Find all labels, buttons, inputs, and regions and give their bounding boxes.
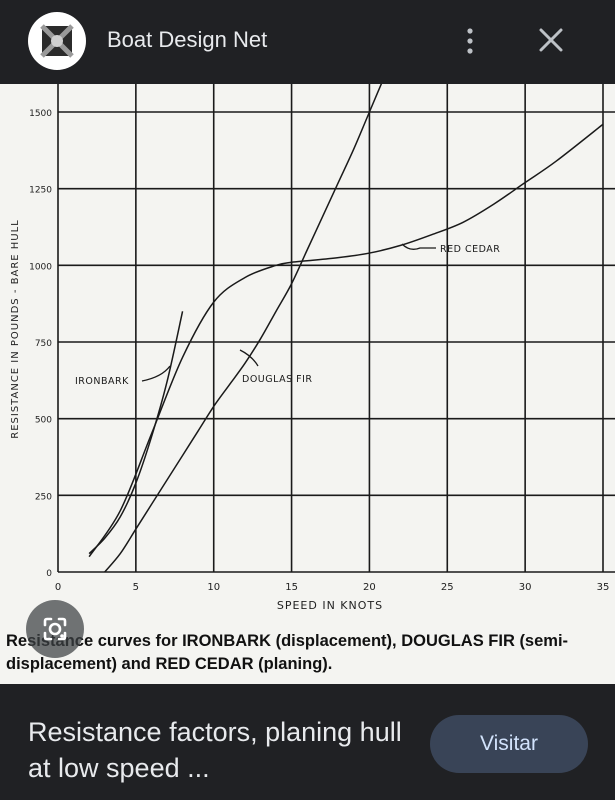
x-tick-label: 30	[519, 582, 532, 593]
label-douglas-fir-leader	[239, 349, 259, 367]
x-tick-label: 5	[133, 582, 139, 593]
label-douglas-fir: DOUGLAS FIR	[242, 374, 313, 385]
y-tick-label: 0	[46, 569, 52, 579]
label-red-cedar: RED CEDAR	[440, 244, 500, 255]
figure-caption: Resistance curves for IRONBARK (displace…	[6, 632, 569, 673]
result-footer: Resistance factors, planing hull at low …	[0, 684, 615, 800]
site-name[interactable]: Boat Design Net	[107, 27, 268, 52]
result-image[interactable]: 0 5 10 15 20 25 30 35 0 250 500 750 1000 1250 1500 SPE…	[0, 84, 615, 684]
y-tick-label: 250	[35, 492, 52, 502]
label-red-cedar-leader	[401, 243, 436, 250]
series-labels: IRONBARK DOUGLAS FIR RED CEDAR	[75, 243, 500, 387]
curve-ironbark	[88, 311, 184, 555]
curve-red-cedar	[88, 123, 604, 558]
curve-douglas-fir	[104, 84, 383, 572]
x-tick-label: 10	[207, 582, 220, 593]
site-logo-icon[interactable]	[28, 12, 86, 70]
close-icon[interactable]	[530, 22, 572, 60]
y-tick-label: 1000	[29, 262, 52, 272]
x-tick-label: 0	[55, 582, 61, 593]
y-tick-label: 1250	[29, 186, 52, 196]
x-tick-label: 25	[441, 582, 454, 593]
y-tick-label: 1500	[29, 109, 52, 119]
x-tick-label: 20	[363, 582, 376, 593]
y-axis-label: RESISTANCE IN POUNDS - BARE HULL	[10, 219, 21, 439]
x-tick-label: 35	[597, 582, 610, 593]
result-title[interactable]: Resistance factors, planing hull at low …	[28, 717, 402, 783]
label-ironbark-leader	[141, 365, 171, 382]
more-vert-icon[interactable]	[455, 22, 485, 60]
chart-ticks: 0 5 10 15 20 25 30 35 0 250 500 750 1000 1250 1500	[29, 109, 609, 593]
top-bar: Boat Design Net	[0, 0, 615, 84]
chart-curves	[88, 84, 604, 572]
x-axis-label: SPEED IN KNOTS	[277, 599, 383, 612]
y-tick-label: 750	[35, 339, 52, 349]
resistance-chart: 0 5 10 15 20 25 30 35 0 250 500 750 1000 1250 1500 SPE…	[10, 84, 615, 612]
x-tick-label: 15	[285, 582, 298, 593]
visit-button[interactable]: Visitar	[430, 715, 588, 773]
y-tick-label: 500	[35, 416, 52, 426]
google-lens-icon[interactable]	[26, 600, 84, 658]
label-ironbark: IRONBARK	[75, 376, 129, 387]
chart-grid	[57, 84, 615, 573]
